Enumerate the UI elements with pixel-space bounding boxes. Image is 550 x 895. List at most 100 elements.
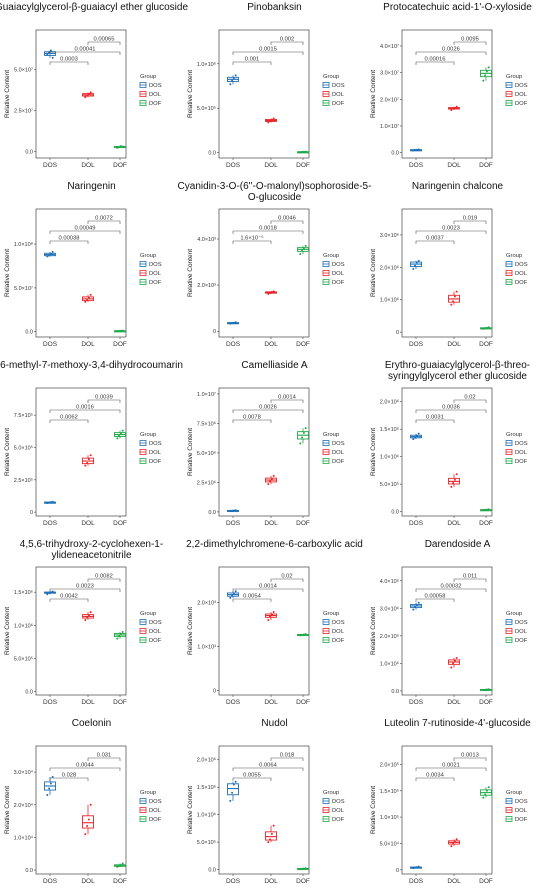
chart-title: Pinobanksin <box>247 2 302 13</box>
significance-bracket: 0.00049 <box>49 226 121 234</box>
bracket-line <box>415 588 487 592</box>
legend: Group DOS DOL DOF <box>139 432 162 465</box>
legend: Group DOS DOL DOF <box>322 74 345 107</box>
p-value-label: 0.0018 <box>259 226 277 232</box>
box-plot-svg: Relative Content 0.0 2.5×10⁷ 5.0×10⁷ DOS DOL D… <box>4 29 162 169</box>
chart-panel: Naringenin Relative Content 0.0 5.0×10⁷ 1.0×… <box>0 179 183 357</box>
x-tick-label: DOF <box>479 520 493 527</box>
legend-label: DOL <box>149 450 162 456</box>
bracket-line <box>49 419 89 423</box>
significance-bracket: 1.6×10⁻⁵ <box>232 235 272 244</box>
box-dol <box>82 293 94 303</box>
data-point <box>118 634 121 637</box>
y-tick-label: 1.0×10⁷ <box>197 391 216 398</box>
plot-frame <box>401 29 493 159</box>
plot-frame <box>35 745 127 875</box>
data-point <box>417 601 420 604</box>
data-point <box>232 509 235 512</box>
chart-title: Cyanidin-3-O-(6''-O-malonyl)sophoroside-… <box>177 181 372 203</box>
data-point <box>304 150 307 153</box>
plot-frame <box>401 566 493 696</box>
data-point <box>116 330 119 333</box>
p-value-label: 0.0037 <box>426 236 444 242</box>
legend: Group DOS DOL DOF <box>322 253 345 286</box>
legend-label: DOF <box>332 817 345 823</box>
data-point <box>46 255 49 258</box>
legend-label: DOL <box>515 450 528 456</box>
data-point <box>119 145 122 148</box>
y-tick-label: 1.0×10⁶ <box>14 622 33 629</box>
chart-title: Erythro-guaiacylglycerol-β-threo-syringy… <box>384 360 531 382</box>
data-point <box>269 615 272 618</box>
data-point <box>87 818 90 821</box>
data-point <box>269 291 272 294</box>
chart-panel: Camelliaside A Relative Content 0.0 2.5×10⁶… <box>183 358 366 536</box>
x-tick-label: DOS <box>409 162 424 169</box>
box-plot-svg: Relative Content 0.0 5.0×10⁵ 1.0×10⁶ 1.5×10⁶… <box>4 566 162 706</box>
data-point <box>453 659 456 662</box>
legend-item-dol: DOL <box>505 91 528 98</box>
x-tick-label: DOS <box>409 878 424 885</box>
p-value-label: 0.0039 <box>95 395 113 401</box>
legend-item-dof: DOF <box>139 458 162 465</box>
box-dol <box>448 656 460 669</box>
data-point <box>299 634 302 637</box>
y-tick-label: 0.0 <box>25 868 33 874</box>
significance-bracket: 0.0018 <box>232 226 304 234</box>
legend-label: DOL <box>149 271 162 277</box>
box-dol <box>448 105 460 111</box>
y-tick-label: 0 <box>396 868 399 874</box>
data-point <box>272 474 275 477</box>
box-body <box>227 783 239 796</box>
data-point <box>270 118 273 121</box>
significance-bracket: 0.0026 <box>415 47 487 55</box>
legend-title: Group <box>140 253 156 259</box>
significance-bracket: 0.0072 <box>87 216 121 224</box>
data-point <box>118 865 121 868</box>
x-tick-label: DOF <box>479 699 493 706</box>
legend-item-dof: DOF <box>139 279 162 286</box>
legend: Group DOS DOL DOF <box>322 790 345 823</box>
legend-item-dol: DOL <box>139 449 162 456</box>
data-point <box>84 833 87 836</box>
data-point <box>234 74 237 77</box>
data-point <box>121 630 124 633</box>
y-tick-label: 5.0×10⁵ <box>14 444 33 451</box>
data-point <box>412 438 415 441</box>
data-point <box>301 633 304 636</box>
x-tick-label: DOL <box>264 520 278 527</box>
significance-bracket: 0.02 <box>270 574 304 582</box>
data-point <box>453 295 456 298</box>
legend-label: DOF <box>515 638 528 644</box>
significance-bracket: 0.002 <box>270 37 304 45</box>
box-dos <box>44 250 56 258</box>
data-point <box>48 501 51 504</box>
data-point <box>482 796 485 799</box>
box-body <box>82 815 94 829</box>
data-point <box>46 593 49 596</box>
data-point <box>86 616 89 619</box>
data-point <box>51 500 54 503</box>
p-value-label: 0.002 <box>280 37 295 43</box>
chart-panel: Cyanidin-3-O-(6''-O-malonyl)sophoroside-… <box>178 179 372 357</box>
legend-title: Group <box>506 253 522 259</box>
chart-title: Guaiacylglycerol-β-guaiacyl ether glucos… <box>0 2 189 13</box>
chart-panel: 2,2-dimethylchromene-6-carboxylic acid Re… <box>183 537 366 715</box>
legend-item-dof: DOF <box>505 816 528 823</box>
p-value-label: 0.0016 <box>76 405 94 411</box>
data-point <box>452 662 455 665</box>
legend-label: DOS <box>515 83 528 89</box>
data-point <box>121 862 124 865</box>
data-point <box>450 303 453 306</box>
data-point <box>86 825 89 827</box>
bracket-line <box>270 220 304 224</box>
legend-label: DOF <box>149 817 162 823</box>
y-tick-label: 1.0×10⁵ <box>380 814 399 821</box>
bracket-line <box>49 588 121 592</box>
legend-item-dol: DOL <box>322 91 345 98</box>
box-dos <box>410 432 422 441</box>
data-point <box>453 840 456 843</box>
legend-label: DOL <box>332 629 345 635</box>
data-point <box>304 867 307 870</box>
chart-panel: Pinobanksin Relative Content 0.0 5.0×10⁵ 1.0… <box>183 0 366 178</box>
